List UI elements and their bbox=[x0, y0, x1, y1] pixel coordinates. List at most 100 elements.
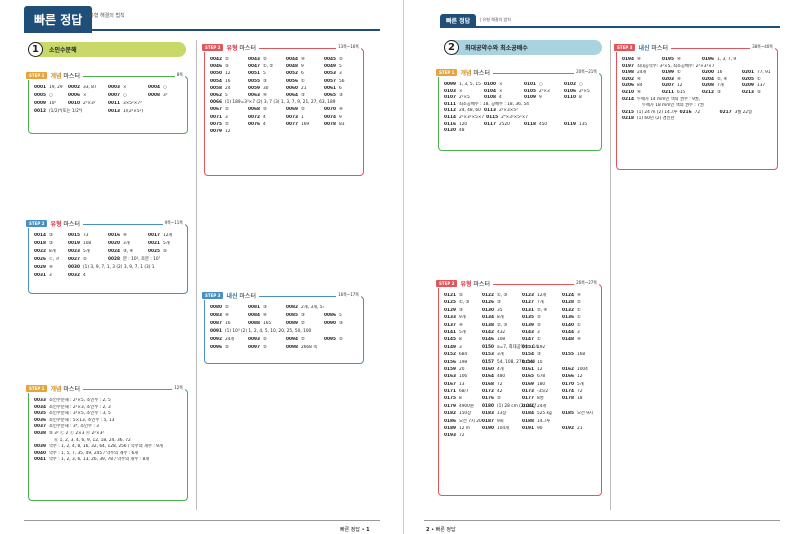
question-number: 0004 bbox=[148, 85, 160, 90]
question-number: 0198 bbox=[622, 70, 634, 76]
question-number: 0166 bbox=[562, 374, 574, 380]
answer-cell: 0128 ② bbox=[562, 300, 600, 306]
step-badge: STEP 2 bbox=[202, 44, 224, 51]
question-number: 0183 bbox=[482, 411, 494, 417]
answer-cell: 0023 5개 bbox=[68, 249, 108, 255]
question-number: 0106 bbox=[564, 88, 576, 94]
question-number: 0016 bbox=[108, 233, 120, 238]
answer-value: 2520 bbox=[498, 121, 510, 127]
answer-cell bbox=[324, 305, 362, 311]
answer-value: 소인수분해 : 3³×5, 소인수 : 3, 5 bbox=[48, 411, 111, 417]
question-number: 0059 bbox=[248, 85, 260, 91]
answer-value: ②, ③ bbox=[496, 322, 508, 328]
question-number: 0177 bbox=[522, 396, 534, 402]
question-number: 0202 bbox=[622, 76, 634, 82]
answer-value: ①, ③ bbox=[496, 293, 508, 298]
answer-cell bbox=[108, 273, 148, 279]
question-number: 0071 bbox=[210, 114, 222, 120]
question-number: 0119 bbox=[564, 121, 576, 127]
answer-value: 24개 bbox=[536, 403, 547, 409]
answer-value: 14그루 bbox=[536, 418, 551, 424]
answer-value: 198 bbox=[458, 359, 468, 365]
answer-cell: 0190 104개 bbox=[482, 426, 522, 432]
answer-cell: 0064 ③ bbox=[286, 93, 324, 99]
answer-cell bbox=[324, 345, 362, 351]
answer-cell: 0092 24개 bbox=[210, 337, 248, 343]
answer-rows: 0099 1, 3, 5, 15 0100 × 0101 ○ 0102 ○ 0103 × 0104 ×… bbox=[444, 82, 596, 135]
answer-cell: 0181 24개 bbox=[522, 404, 562, 410]
question-number: 0023 bbox=[68, 249, 80, 254]
concept-box-3: STEP 1 개념 마스터 20쪽~21쪽 0099 1, 3, 5, 15 010… bbox=[436, 68, 602, 151]
answer-value: ③ bbox=[338, 321, 343, 326]
answer-value: 분 : 10², 조분 : 10⁷ bbox=[122, 257, 161, 262]
box-label: STEP 2 유형 마스터 bbox=[26, 219, 83, 228]
answer-cell: 0192 21 bbox=[562, 426, 600, 432]
question-number: 0033 bbox=[34, 398, 46, 403]
answer-value: ③ bbox=[262, 78, 267, 84]
box-label: STEP 1 개념 마스터 bbox=[26, 384, 83, 393]
answer-grid: 0042 ② 0043 ② 0044 ④ 0045 ② 0046 ⑤ 0047 ①, ② 0048 9 00… bbox=[210, 57, 358, 135]
question-number: 0199 bbox=[662, 70, 674, 76]
question-number: 0164 bbox=[482, 374, 494, 380]
question-number: 0178 bbox=[562, 396, 574, 402]
question-number: 0038 bbox=[34, 430, 46, 436]
answer-value: ② bbox=[224, 305, 229, 310]
question-number: 0112 bbox=[444, 108, 456, 114]
question-number: 0129 bbox=[444, 307, 456, 313]
question-number: 0053 bbox=[324, 71, 336, 77]
box-title: 내신 마스터 bbox=[638, 45, 668, 52]
answer-cell bbox=[148, 109, 188, 115]
answer-cell: 0157 54, 108, 270, 540 bbox=[482, 360, 535, 366]
answer-cell bbox=[286, 329, 324, 335]
answer-cell: 0089 ② bbox=[286, 321, 324, 327]
answer-value: 1/(2²×5²) bbox=[122, 109, 144, 114]
question-number: 0162 bbox=[562, 366, 574, 372]
answer-value: 4 bbox=[82, 273, 86, 278]
question-number: 0135 bbox=[522, 315, 534, 321]
answer-value: ② bbox=[82, 257, 87, 262]
answer-cell: 0165 678 bbox=[522, 374, 562, 380]
answer-cell: 0009 10⁵ bbox=[34, 101, 68, 107]
answer-row: ⓑ 1, 2, 3, 4, 6, 9, 12, 18, 24, 36, 72 bbox=[34, 438, 182, 445]
answer-value: 1, 3, 7, 9 bbox=[716, 57, 737, 62]
answer-value: 13 bbox=[458, 381, 465, 387]
answer-cell: 0070 ④ bbox=[324, 107, 362, 113]
question-number: 0056 bbox=[286, 78, 298, 84]
answer-cell: 0063 ④ bbox=[248, 93, 286, 99]
question-number: 0067 bbox=[210, 107, 222, 113]
answer-cell: 0067 ② bbox=[210, 107, 248, 113]
answer-cell: 0054 16 bbox=[210, 79, 248, 85]
answer-cell: 0096 ⑤ bbox=[210, 345, 248, 351]
box-title: 유형 마스터 bbox=[226, 45, 256, 52]
answer-value: 13장 bbox=[496, 411, 507, 417]
box-title: 유형 마스터 bbox=[460, 281, 490, 288]
answer-row: 0103 × 0104 × 0105 2³×3 0106 2²×5 bbox=[444, 89, 596, 96]
answer-value: ⑤ bbox=[536, 315, 541, 321]
answer-row: 0114 2³×3²×5×7 0115 2⁴×3²×5²×7 bbox=[444, 115, 596, 122]
answer-value: 두께가 14 mm인 책의 권수 : 9권, bbox=[636, 96, 701, 102]
left-page: 빠른 정답 | 유형 해결의 법칙 1 소인수분해 STEP 1 개념 마스터 … bbox=[0, 0, 402, 534]
answer-cell: 0136 ① bbox=[562, 315, 600, 321]
question-number: 0180 bbox=[482, 403, 494, 409]
answer-value: -35/2 bbox=[536, 389, 549, 395]
question-number: 0017 bbox=[148, 233, 160, 238]
answer-value: ⑤ bbox=[224, 64, 229, 70]
answer-value: (1) 60년 (2) 경신년 bbox=[636, 116, 675, 122]
question-number: 0085 bbox=[286, 313, 298, 318]
answer-cell: 0166 12 bbox=[562, 374, 600, 380]
answer-value: ④ bbox=[338, 107, 343, 113]
answer-cell: 0086 5 bbox=[324, 313, 362, 319]
question-number: 0077 bbox=[286, 121, 298, 127]
answer-value: 48 bbox=[458, 128, 465, 134]
answer-value: 42 bbox=[496, 389, 503, 395]
question-number: 0082 bbox=[286, 305, 298, 310]
question-number: 0147 bbox=[522, 337, 534, 343]
answer-cell: 0160 4개 bbox=[482, 367, 522, 373]
answer-value: 8 bbox=[458, 337, 462, 343]
answer-cell: 0130 35 bbox=[482, 308, 522, 314]
answer-cell: 0152 684 bbox=[444, 352, 482, 358]
answer-value: 77, 91 bbox=[756, 70, 771, 76]
question-number: 0115 bbox=[486, 114, 499, 120]
answer-value: 35 bbox=[496, 307, 503, 313]
answer-value: 1004 bbox=[576, 366, 588, 372]
